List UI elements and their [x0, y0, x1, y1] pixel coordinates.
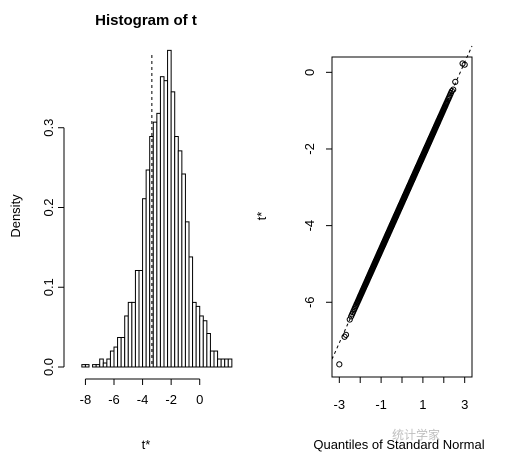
qq-point: [336, 361, 343, 368]
histogram-bar: [113, 346, 119, 368]
histogram-bar: [159, 76, 165, 368]
histogram-y-tick-label: 0.2: [41, 198, 56, 216]
qq-x-axis: -3 -1 1 3: [334, 377, 468, 412]
histogram-x-tick-label: -2: [165, 392, 177, 407]
qq-y-tick-label: -4: [302, 220, 317, 232]
histogram-bar: [188, 256, 194, 368]
qq-y-axis: 0 -2 -4 -6: [302, 69, 332, 308]
histogram-bar: [227, 358, 233, 368]
histogram-bar: [199, 315, 204, 368]
histogram-bar: [220, 358, 226, 368]
qq-point: [448, 87, 455, 95]
histogram-bar: [184, 221, 190, 368]
histogram-bar: [224, 358, 229, 368]
histogram-title: Histogram of t: [95, 12, 197, 29]
histogram-bar: [213, 350, 219, 368]
histogram-bar: [195, 305, 201, 368]
histogram-y-tick-label: 0.1: [41, 278, 56, 296]
histogram-x-tick-label: -4: [137, 392, 149, 407]
histogram-bar: [99, 358, 104, 368]
histogram-x-label: t*: [142, 437, 151, 452]
histogram-bar: [131, 301, 136, 368]
qq-point: [346, 316, 353, 323]
histogram-bar: [124, 315, 129, 368]
histogram-bar: [95, 364, 101, 368]
histogram-bar: [117, 336, 122, 368]
histogram-bar: [192, 301, 197, 368]
watermark: 统计学家: [392, 428, 441, 442]
histogram-bar: [145, 169, 151, 368]
histogram-bar: [202, 320, 208, 368]
histogram-bar: [174, 136, 179, 368]
histogram-bar: [163, 80, 169, 368]
histogram-x-tick-label: 0: [196, 392, 203, 407]
qq-x-tick-label: 3: [461, 397, 468, 412]
histogram-bar: [177, 150, 183, 368]
qq-x-tick-label: -3: [334, 397, 346, 412]
qq-point: [461, 61, 468, 68]
histogram-bar: [217, 358, 222, 368]
histogram-y-tick-label: 0.3: [41, 119, 56, 137]
histogram-bar: [102, 362, 108, 368]
histogram-y-label: Density: [8, 194, 23, 238]
histogram-bar: [127, 301, 133, 368]
qq-x-tick-label: -1: [375, 397, 387, 412]
qq-y-label: t*: [254, 212, 269, 221]
qq-plot-box: [331, 56, 473, 378]
histogram-bar: [81, 364, 86, 368]
histogram-bar: [206, 333, 211, 368]
histogram-bar: [156, 112, 161, 368]
histogram-bar: [142, 198, 147, 368]
qq-y-tick-label: 0: [302, 69, 317, 76]
histogram-y-tick-label: 0.0: [41, 358, 56, 376]
qq-point: [450, 86, 457, 93]
histogram-panel: Histogram of t -8 -6 -4 -2 0 0.0 0.1 0.2 0.3 t*…: [8, 12, 233, 452]
qq-point: [342, 331, 350, 338]
histogram-bar: [84, 364, 90, 368]
histogram-bar: [106, 358, 111, 368]
histogram-x-tick-label: -8: [80, 392, 92, 407]
histogram-x-axis: -8 -6 -4 -2 0: [80, 378, 203, 407]
histogram-bar: [170, 91, 176, 368]
histogram-bar: [181, 173, 186, 368]
qq-y-tick-label: -6: [302, 296, 317, 308]
histogram-bar: [138, 269, 144, 368]
qq-point: [452, 78, 459, 86]
histogram-bar: [92, 364, 97, 368]
histogram-bar: [167, 49, 172, 368]
histogram-bar: [134, 269, 140, 368]
histogram-bar: [152, 121, 158, 368]
histogram-bar: [109, 350, 115, 368]
qq-points: [336, 60, 468, 368]
histogram-bar: [120, 336, 126, 368]
histogram-y-axis: 0.0 0.1 0.2 0.3: [41, 119, 65, 376]
histogram-x-tick-label: -6: [108, 392, 120, 407]
histogram-bars: [81, 49, 233, 368]
qq-plot-panel: -3 -1 1 3 0 -2 -4 -6 Quantiles of Standard Nor…: [254, 45, 485, 452]
histogram-bar: [209, 350, 215, 368]
qq-x-tick-label: 1: [419, 397, 426, 412]
qq-y-tick-label: -2: [302, 143, 317, 155]
qq-x-label: Quantiles of Standard Normal: [313, 437, 484, 452]
